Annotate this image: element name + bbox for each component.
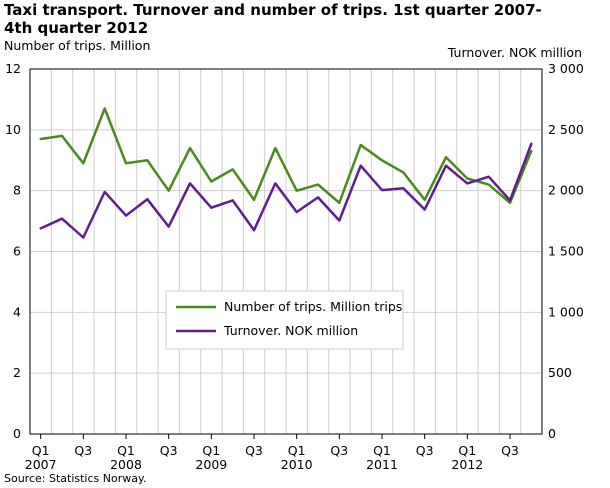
x-tick-label: Q3	[501, 443, 519, 458]
source-note: Source: Statistics Norway.	[4, 472, 147, 485]
left-axis-tick-label: 0	[13, 426, 21, 441]
right-axis-tick-label: 2 500	[548, 122, 584, 137]
x-tick-label: Q1	[202, 443, 220, 458]
axes: 0 0 2 500 4 1 000 6 1 500 8 2 000 10 2 500 12 3 000 Nu…	[4, 38, 584, 472]
legend-label: Turnover. NOK million	[223, 323, 358, 338]
gridlines	[30, 69, 542, 434]
x-tick-year-label: 2010	[281, 457, 313, 472]
right-axis-title: Turnover. NOK million	[447, 45, 582, 60]
legend-label: Number of trips. Million trips	[224, 299, 402, 314]
x-tick-label: Q3	[160, 443, 178, 458]
x-tick-label: Q3	[416, 443, 434, 458]
left-axis-tick-label: 2	[13, 365, 21, 380]
left-axis-tick-label: 6	[13, 244, 21, 259]
x-tick-year-label: 2011	[366, 457, 398, 472]
left-axis-tick-label: 8	[13, 183, 21, 198]
right-axis-tick-label: 500	[548, 365, 572, 380]
chart-title: Taxi transport. Turnover and number of t…	[4, 1, 542, 37]
x-tick-label: Q3	[74, 443, 92, 458]
x-tick-year-label: 2012	[451, 457, 483, 472]
series-line-turnover	[39, 142, 533, 239]
right-axis-tick-label: 3 000	[548, 61, 584, 76]
x-tick-label: Q3	[330, 443, 348, 458]
right-axis-tick-label: 2 000	[548, 183, 584, 198]
x-tick-label: Q1	[32, 443, 50, 458]
right-axis-tick-label: 1 000	[548, 304, 584, 319]
x-tick-label: Q1	[458, 443, 476, 458]
plot-frame	[29, 68, 543, 435]
series-lines	[39, 107, 533, 239]
x-tick-year-label: 2007	[25, 457, 57, 472]
left-axis-title: Number of trips. Million	[4, 38, 150, 53]
left-axis-tick-label: 10	[5, 122, 21, 137]
x-tick-label: Q1	[373, 443, 391, 458]
x-tick-label: Q1	[117, 443, 135, 458]
left-axis-tick-label: 12	[5, 61, 21, 76]
x-tick-year-label: 2009	[195, 457, 227, 472]
left-axis-tick-label: 4	[13, 304, 21, 319]
right-axis-tick-label: 0	[548, 426, 556, 441]
series-line-trips	[39, 107, 533, 205]
x-tick-year-label: 2008	[110, 457, 142, 472]
legend: Number of trips. Million trips Turnover. …	[165, 290, 404, 350]
legend-box	[165, 290, 404, 350]
right-axis-tick-label: 1 500	[548, 244, 584, 259]
x-tick-label: Q1	[288, 443, 306, 458]
x-tick-label: Q3	[245, 443, 263, 458]
